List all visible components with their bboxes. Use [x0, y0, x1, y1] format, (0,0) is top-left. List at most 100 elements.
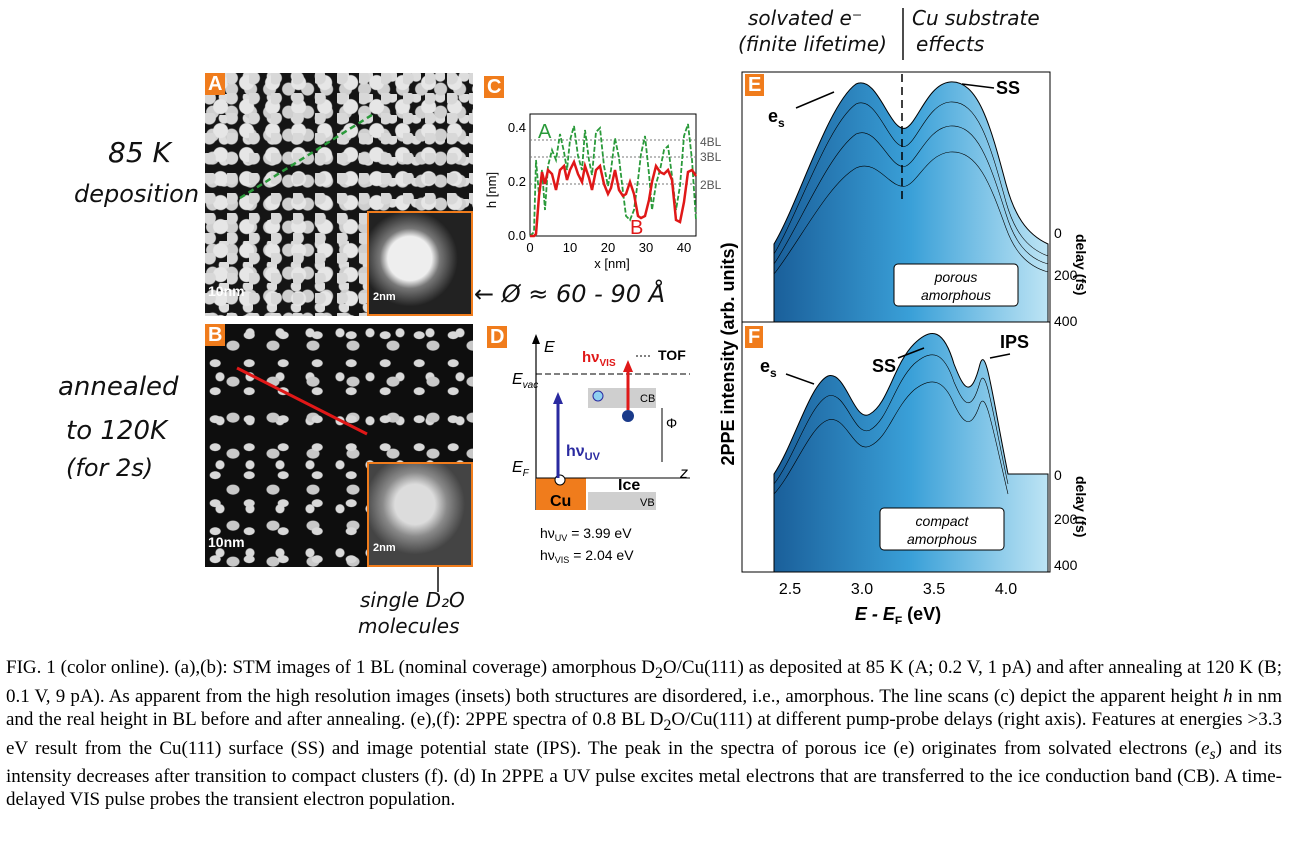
c-xtick-2: 20	[601, 240, 615, 255]
d-uv-arrowhead	[553, 392, 563, 404]
c-bl-4: 4BL	[700, 135, 722, 149]
hand-note-annealed: annealed	[58, 372, 179, 402]
series-b-line	[530, 158, 698, 238]
c-ylabel: h [nm]	[484, 172, 499, 208]
hand-note-solvated: solvated e⁻	[748, 6, 863, 30]
d-e-label: E	[544, 339, 555, 356]
f-box-line2: amorphous	[907, 531, 977, 547]
ef-xtick-3: 4.0	[995, 581, 1017, 598]
e-spectra-area	[773, 81, 1049, 323]
panel-tag-a: A	[205, 73, 226, 95]
hand-note-molecules: molecules	[358, 614, 460, 638]
d-cu-label: Cu	[550, 493, 571, 510]
chart-line-scan: 0.0 0.2 0.4 0 10 20 30 40 x [nm] h [nm] …	[484, 113, 722, 271]
panel-tag-f: F	[745, 326, 764, 348]
hand-note-diameter: ← Ø ≈ 60 - 90 Å	[474, 280, 666, 308]
c-xtick-3: 30	[639, 240, 653, 255]
inset-b: 2nm	[367, 462, 473, 567]
d-electron-solvated	[622, 410, 634, 422]
c-xtick-1: 10	[563, 240, 577, 255]
e-es-label: es	[768, 106, 785, 130]
panel-tag-c: C	[484, 76, 505, 98]
line-scan-a	[239, 111, 376, 200]
f-es-arrow	[785, 373, 815, 385]
d-electron-cb	[592, 390, 604, 402]
f-ips-label: IPS	[1000, 332, 1029, 352]
hand-note-effects: effects	[916, 32, 985, 56]
hand-note-2s: (for 2s)	[66, 454, 154, 482]
stm-image-a: 2nm 10nm	[205, 73, 473, 316]
f-delay-400: 400	[1054, 557, 1078, 573]
d-z-label: z	[679, 465, 688, 482]
panel-tag-e: E	[745, 74, 765, 96]
d-vis-arrowhead	[623, 360, 633, 372]
d-vis-energy: hνVIS = 2.04 eV	[540, 547, 634, 565]
series-a-line	[529, 123, 697, 237]
ef-xtick-0: 2.5	[779, 581, 801, 598]
e-delay-200: 200	[1054, 267, 1078, 283]
f-ss-label: SS	[872, 356, 896, 376]
e-ss-arrow	[961, 83, 995, 89]
c-xtick-4: 40	[677, 240, 691, 255]
figure-caption: FIG. 1 (color online). (a),(b): STM imag…	[6, 657, 1282, 811]
d-vb-label: VB	[640, 497, 655, 509]
c-label-b: B	[630, 217, 643, 239]
d-hvvis-label: hνVIS	[582, 349, 616, 369]
inset-a: 2nm	[367, 211, 473, 316]
f-ips-arrow	[989, 353, 1011, 359]
e-spectra-lines	[773, 101, 1049, 275]
e-ss-label: SS	[996, 78, 1020, 98]
f-delay-0: 0	[1054, 467, 1062, 483]
hand-note-85k: 85 K	[108, 136, 171, 169]
c-xtick-0: 0	[526, 240, 533, 255]
inset-scale-b: 2nm	[373, 542, 396, 554]
f-delay-label: delay (fs)	[1073, 476, 1088, 537]
e-box-line2: amorphous	[921, 287, 991, 303]
d-e-arrowhead	[532, 334, 540, 344]
f-label-box	[879, 507, 1005, 551]
f-es-label: es	[760, 356, 777, 380]
d-vb-band	[588, 492, 656, 510]
scale-bar-b: 10nm	[208, 534, 245, 550]
c-bl-3: 3BL	[700, 150, 722, 164]
diagram-2ppe: E Evac CB VB Cu Ice z EF hνUV hνVIS TOF …	[512, 334, 690, 565]
c-xlabel: x [nm]	[594, 256, 629, 271]
ef-xlabel: E - EF (eV)	[855, 604, 941, 624]
d-cb-label: CB	[640, 393, 655, 405]
d-uv-energy: hνUV = 3.99 eV	[540, 525, 632, 543]
e-delay-400: 400	[1054, 313, 1078, 329]
e-label-box	[893, 263, 1019, 307]
e-delay-label: delay (fs)	[1073, 234, 1088, 295]
f-box-line1: compact	[916, 513, 970, 529]
d-cb-band	[588, 388, 656, 408]
hand-note-single: single D₂O	[360, 588, 465, 612]
d-ice-label: Ice	[618, 477, 640, 494]
hand-note-substrate: Cu substrate	[912, 6, 1040, 30]
d-evac-label: Evac	[512, 371, 538, 391]
f-ss-arrow	[897, 347, 925, 359]
f-delay-200: 200	[1054, 511, 1078, 527]
c-ytick-2: 0.4	[508, 120, 526, 135]
d-hvuv-label: hνUV	[566, 443, 601, 463]
ef-xtick-2: 3.5	[923, 581, 945, 598]
hand-note-deposition: deposition	[74, 180, 200, 208]
c-bl-2: 2BL	[700, 178, 722, 192]
d-ef-label: EF	[512, 459, 530, 479]
f-spectra-lines	[773, 354, 1009, 495]
line-scan-b	[236, 366, 368, 436]
panel-tag-d: D	[487, 326, 508, 348]
panel-tag-b: B	[205, 324, 226, 346]
c-label-a: A	[538, 121, 552, 143]
e-box-line1: porous	[934, 269, 978, 285]
ef-ylabel: 2PPE intensity (arb. units)	[718, 242, 738, 465]
inset-scale-a: 2nm	[373, 291, 396, 303]
c-ytick-0: 0.0	[508, 228, 526, 243]
e-es-arrow	[795, 91, 835, 109]
c-ytick-1: 0.2	[508, 174, 526, 189]
d-phi-label: Φ	[666, 415, 677, 431]
hand-note-to-120k: to 120K	[66, 416, 168, 446]
stm-image-b: 2nm 10nm	[205, 324, 473, 567]
chart-2ppe-spectra: porous amorphous es SS compact amorphous…	[718, 71, 1088, 624]
d-tof-label: TOF	[658, 347, 686, 363]
hand-note-lifetime: (finite lifetime)	[738, 32, 887, 56]
